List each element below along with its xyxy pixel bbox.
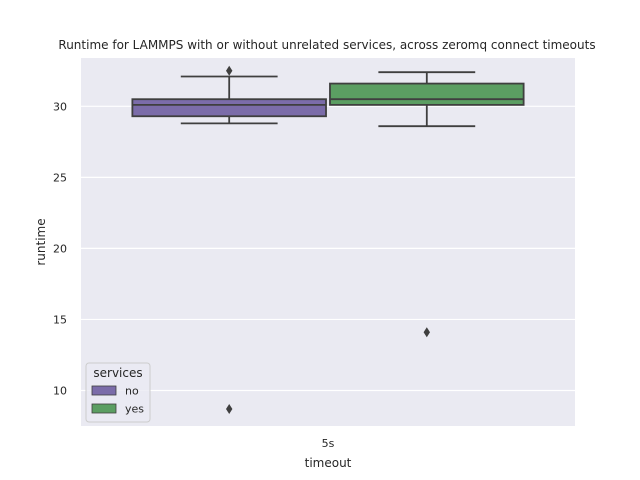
chart-title: Runtime for LAMMPS with or without unrel… [58,38,595,52]
legend-title: services [93,366,142,380]
y-tick-label: 10 [53,384,67,397]
plot-area [81,58,575,426]
legend-label-yes: yes [125,403,144,416]
y-tick-label: 25 [53,171,67,184]
y-axis-ticks: 10 15 20 25 30 [53,100,67,397]
legend-label-no: no [125,385,139,398]
outlier-point [226,65,233,76]
grid-lines [81,105,575,392]
legend-swatch-yes [91,403,117,414]
iqr-box [329,82,525,106]
x-tick-label: 5s [322,437,335,450]
y-tick-label: 20 [53,242,67,255]
iqr-box [131,98,327,118]
y-axis-label: runtime [34,218,48,265]
box-no [131,65,327,414]
x-axis-ticks: 5s [322,437,335,450]
legend-swatch-no [91,385,117,396]
y-tick-label: 30 [53,100,67,113]
y-tick-label: 15 [53,313,67,326]
outlier-point [423,327,430,338]
box-yes [329,71,525,338]
outlier-point [226,403,233,414]
legend: services no yes [85,362,151,423]
legend-items: no yes [91,385,144,416]
x-axis-label: timeout [305,456,352,470]
box-series [131,65,525,414]
